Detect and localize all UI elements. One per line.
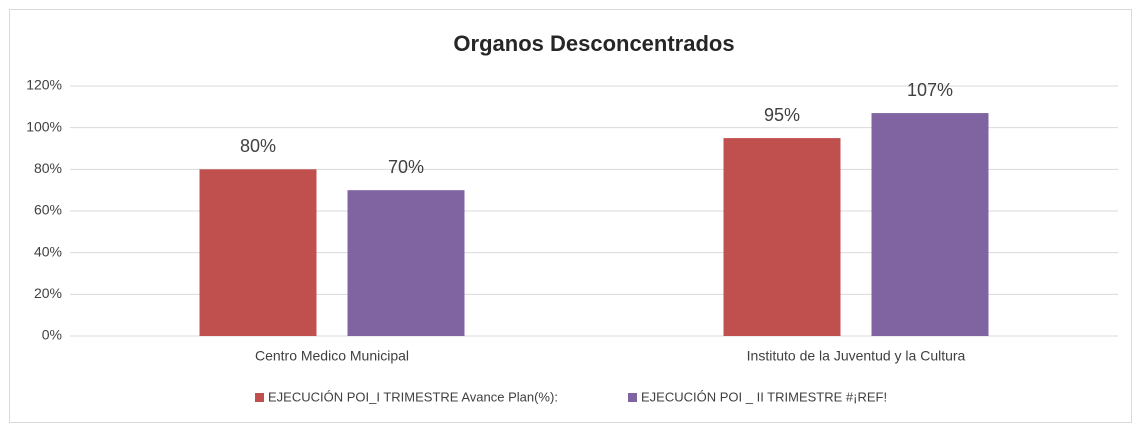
x-tick-label: Instituto de la Juventud y la Cultura bbox=[747, 348, 966, 364]
data-label: 107% bbox=[907, 80, 953, 100]
data-label: 80% bbox=[240, 136, 276, 156]
legend-label: EJECUCIÓN POI_I TRIMESTRE Avance Plan(%)… bbox=[268, 389, 558, 404]
x-tick-label: Centro Medico Municipal bbox=[255, 348, 409, 364]
bar bbox=[199, 169, 317, 336]
chart-title: Organos Desconcentrados bbox=[453, 31, 734, 56]
y-tick-label: 80% bbox=[34, 160, 62, 176]
legend-swatch bbox=[628, 393, 637, 402]
y-tick-label: 60% bbox=[34, 202, 62, 218]
y-tick-label: 0% bbox=[42, 327, 62, 343]
data-label: 70% bbox=[388, 157, 424, 177]
bar bbox=[347, 190, 465, 336]
legend-label: EJECUCIÓN POI _ II TRIMESTRE #¡REF! bbox=[641, 389, 887, 404]
y-tick-label: 20% bbox=[34, 285, 62, 301]
y-tick-label: 40% bbox=[34, 243, 62, 259]
data-label: 95% bbox=[764, 105, 800, 125]
y-tick-label: 100% bbox=[26, 118, 62, 134]
bar bbox=[871, 113, 989, 336]
legend-swatch bbox=[255, 393, 264, 402]
y-tick-label: 120% bbox=[26, 77, 62, 93]
bar bbox=[723, 138, 841, 336]
